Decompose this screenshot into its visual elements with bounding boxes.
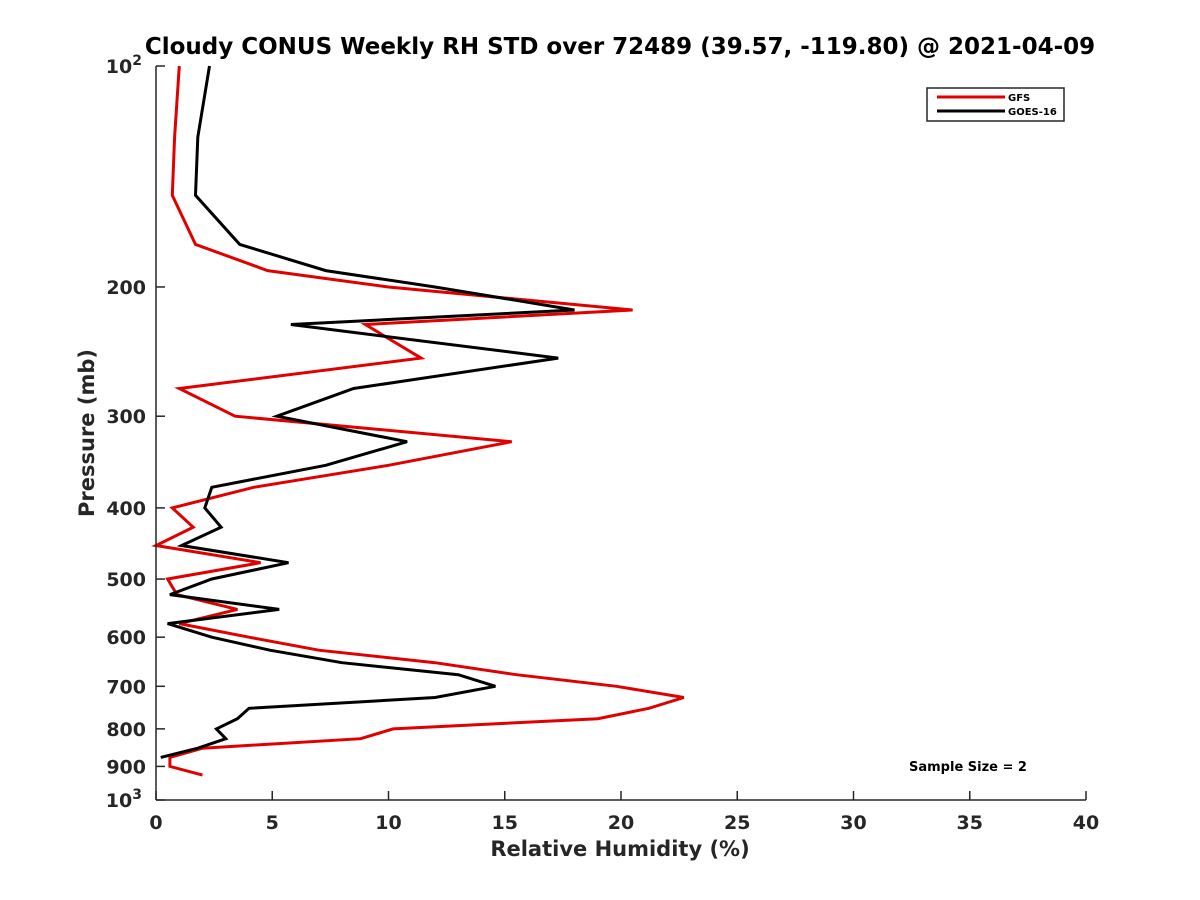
- x-tick-label: 15: [492, 812, 518, 834]
- y-tick-label: 800: [106, 719, 146, 741]
- y-tick-label: 200: [106, 277, 146, 299]
- chart-title: Cloudy CONUS Weekly RH STD over 72489 (3…: [145, 34, 1095, 60]
- y-tick-exponent: 2: [132, 53, 142, 69]
- x-tick-label: 25: [724, 812, 750, 834]
- x-axis-label: Relative Humidity (%): [490, 837, 749, 861]
- y-tick-label: 700: [106, 676, 146, 698]
- legend-box: [926, 87, 1065, 122]
- legend-label: GOES-16: [1008, 107, 1057, 118]
- series-layer: [151, 65, 685, 777]
- series-line-goes-16: [160, 65, 575, 759]
- x-tick-label: 20: [608, 812, 634, 834]
- x-tick-label: 40: [1073, 812, 1099, 834]
- x-tick-label: 5: [266, 812, 279, 834]
- legend-label: GFS: [1008, 93, 1030, 104]
- x-tick-label: 35: [957, 812, 983, 834]
- series-line-gfs: [151, 65, 685, 777]
- sample-size-annotation: Sample Size = 2: [909, 760, 1027, 775]
- y-tick-label: 600: [106, 627, 146, 649]
- y-tick-label: 300: [106, 406, 146, 428]
- y-tick-label: 500: [106, 569, 146, 591]
- y-tick-label: 900: [106, 756, 146, 778]
- x-tick-label: 30: [840, 812, 866, 834]
- x-axis-ticks: 0 5 10 15 20 25 30 35 40: [149, 791, 1099, 834]
- y-tick-exponent: 3: [132, 787, 142, 803]
- x-tick-label: 0: [149, 812, 162, 834]
- x-tick-label: 10: [375, 812, 401, 834]
- legend: GFS GOES-16: [926, 87, 1065, 122]
- y-tick-label: 400: [106, 498, 146, 520]
- y-axis-label: Pressure (mb): [75, 349, 99, 517]
